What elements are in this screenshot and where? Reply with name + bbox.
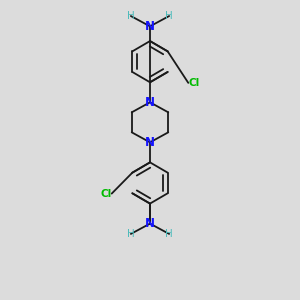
Text: H: H [127, 11, 135, 21]
Text: N: N [145, 217, 155, 230]
Text: H: H [165, 229, 173, 239]
Text: H: H [127, 229, 135, 239]
Text: N: N [145, 96, 155, 109]
Text: Cl: Cl [188, 78, 200, 88]
Text: N: N [145, 20, 155, 33]
Text: Cl: Cl [100, 189, 112, 199]
Text: N: N [145, 136, 155, 149]
Text: H: H [165, 11, 173, 21]
